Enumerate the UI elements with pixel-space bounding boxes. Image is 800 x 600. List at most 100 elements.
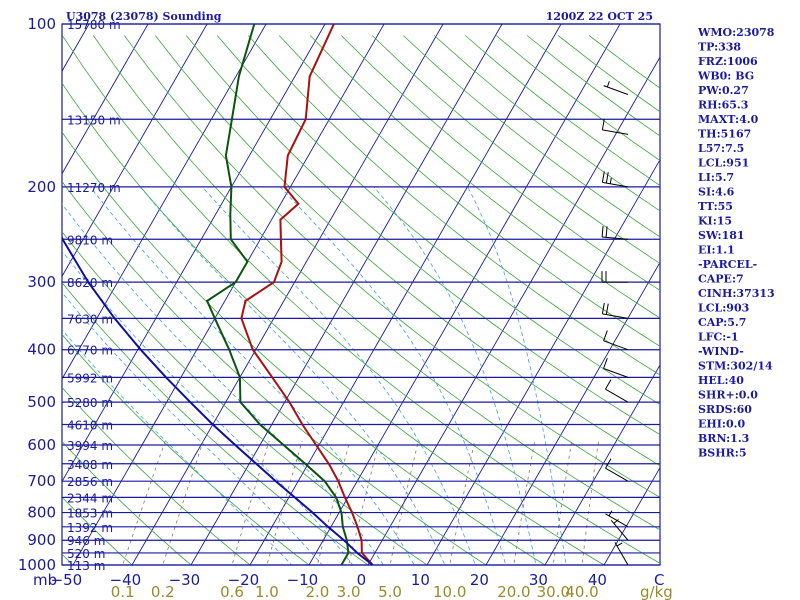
isotherm — [249, 24, 562, 565]
dry-adiabat — [278, 35, 660, 347]
moist-adiabat — [62, 250, 354, 565]
pressure-tick-label: 800 — [27, 504, 56, 522]
isotherm — [131, 24, 444, 565]
pressure-tick-label: 100 — [27, 15, 56, 33]
index-line: -WIND- — [698, 345, 744, 358]
wind-barbs — [601, 81, 629, 566]
index-line: TT:55 — [698, 200, 733, 213]
parcel-line — [62, 235, 374, 565]
dry-adiabat — [309, 35, 660, 319]
dry-adiabat — [62, 496, 133, 565]
index-line: LCL:903 — [698, 302, 749, 315]
index-line: L57:7.5 — [698, 142, 744, 155]
index-line: CAPE:7 — [698, 273, 744, 286]
temperature-tick-label: −40 — [110, 571, 142, 589]
mixing-ratio-label: 30.0 — [537, 583, 570, 600]
moist-adiabat — [90, 186, 415, 565]
mixing-ratio-line — [552, 440, 573, 565]
dry-adiabat — [154, 35, 660, 467]
index-line: SRDS:60 — [698, 403, 752, 416]
index-line: SHR+:0.0 — [698, 389, 758, 402]
moist-adiabat — [139, 186, 446, 565]
dry-adiabat — [62, 131, 546, 565]
index-line: EI:1.1 — [698, 244, 735, 257]
pressure-tick-label: 600 — [27, 436, 56, 454]
height-label: 5992 m — [67, 371, 113, 385]
station-title: U3078 (23078) Sounding — [66, 10, 222, 23]
mixing-unit-label: g/kg — [640, 583, 673, 600]
wind-barb — [603, 330, 629, 351]
isotherm — [0, 12, 37, 577]
temperature-tick-label: 20 — [470, 571, 489, 589]
height-label: 8620 m — [67, 276, 113, 290]
isotherm — [62, 24, 326, 483]
wind-barb — [601, 271, 628, 283]
mixing-ratio-label: 5.0 — [378, 583, 402, 600]
index-line: SW:181 — [698, 229, 745, 242]
dry-adiabat — [92, 35, 660, 531]
sounding-profiles — [62, 24, 374, 565]
wind-barb — [610, 519, 629, 541]
isotherm — [62, 24, 267, 380]
height-label: 4610 m — [67, 419, 113, 433]
index-line: STM:302/14 — [698, 360, 773, 373]
dry-adiabat — [62, 440, 192, 565]
pressure-tick-label: 500 — [27, 393, 56, 411]
moist-adiabat — [62, 203, 384, 565]
height-label: 7630 m — [67, 312, 113, 326]
height-label: 15780 m — [67, 18, 121, 32]
index-line: -PARCEL- — [698, 258, 757, 271]
isotherm — [308, 24, 621, 565]
mixing-ratio-label: 0.6 — [220, 583, 244, 600]
height-label: 1853 m — [67, 507, 113, 521]
mixing-ratio-line — [513, 440, 536, 565]
wind-barb — [605, 458, 629, 482]
index-line: WB0: BG — [697, 70, 754, 83]
isotherm — [62, 24, 149, 175]
height-label: 3408 m — [67, 458, 113, 472]
index-line: CAP:5.7 — [698, 316, 746, 329]
index-line: LI:5.7 — [698, 171, 734, 184]
index-line: BRN:1.3 — [698, 432, 749, 445]
dry-adiabat — [62, 333, 310, 565]
dry-adiabat — [185, 35, 660, 436]
temperature-tick-label: −50 — [51, 571, 83, 589]
index-line: SI:4.6 — [698, 186, 735, 199]
dry-adiabat — [62, 231, 428, 565]
height-label: 520 m — [67, 547, 105, 561]
index-line: CINH:37313 — [698, 287, 775, 300]
dry-adiabat — [62, 386, 251, 565]
dry-adiabat — [62, 82, 605, 565]
wind-barb — [605, 379, 629, 403]
plot-frame — [61, 23, 661, 566]
height-label: 6770 m — [67, 344, 113, 358]
index-line: WMO:23078 — [697, 26, 775, 39]
pressure-tick-label: 300 — [27, 273, 56, 291]
index-line: RH:65.3 — [698, 99, 748, 112]
temperature-line — [240, 24, 374, 565]
index-line: TP:338 — [698, 41, 741, 54]
temperature-tick-label: 40 — [588, 571, 607, 589]
moist-adiabat — [467, 186, 567, 565]
height-label: 9810 m — [67, 233, 113, 247]
sounding-time: 1200Z 22 OCT 25 — [546, 10, 653, 23]
dry-adiabat — [371, 35, 660, 264]
isotherm — [190, 24, 503, 565]
mixing-ratio-label: 20.0 — [497, 583, 530, 600]
index-line: HEL:40 — [698, 374, 744, 387]
mixing-ratio-line — [162, 440, 204, 565]
height-label: 2856 m — [67, 475, 113, 489]
height-label: 1392 m — [67, 521, 113, 535]
temperature-tick-label: −20 — [228, 571, 260, 589]
pressure-tick-label: 1000 — [18, 556, 56, 574]
temperature-tick-label: −10 — [287, 571, 319, 589]
index-line: BSHR:5 — [698, 447, 747, 460]
mixing-ratio-label: 3.0 — [337, 583, 361, 600]
moist-adiabat — [201, 186, 476, 565]
temperature-tick-label: −30 — [169, 571, 201, 589]
wind-barb — [603, 357, 629, 378]
height-label: 946 m — [67, 534, 105, 548]
wind-barb — [601, 226, 629, 240]
wind-barb — [601, 118, 629, 135]
